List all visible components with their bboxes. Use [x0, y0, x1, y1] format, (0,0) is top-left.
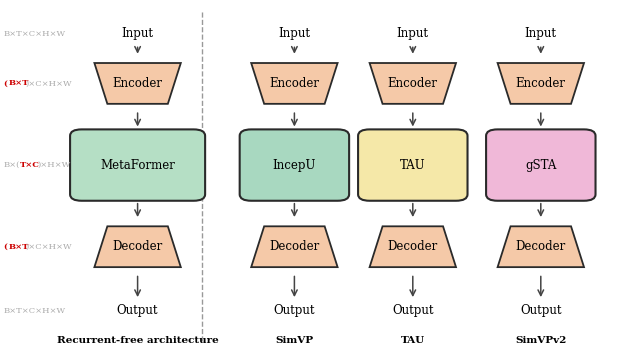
Polygon shape	[370, 63, 456, 104]
Text: )×C×H×W: )×C×H×W	[26, 243, 72, 251]
Text: Encoder: Encoder	[113, 77, 163, 90]
Text: Encoder: Encoder	[388, 77, 438, 90]
Polygon shape	[498, 226, 584, 267]
Text: (: (	[3, 243, 7, 251]
FancyBboxPatch shape	[358, 129, 468, 201]
Polygon shape	[95, 63, 180, 104]
Text: Encoder: Encoder	[516, 77, 566, 90]
Text: )×H×W: )×H×W	[37, 161, 70, 169]
Text: Input: Input	[122, 27, 154, 40]
Text: TAU: TAU	[401, 336, 425, 345]
Text: Recurrent-free architecture: Recurrent-free architecture	[57, 336, 218, 345]
Polygon shape	[370, 226, 456, 267]
Text: B×T×C×H×W: B×T×C×H×W	[3, 307, 65, 315]
FancyBboxPatch shape	[240, 129, 349, 201]
Text: Output: Output	[520, 304, 561, 317]
Text: T×C: T×C	[20, 161, 40, 169]
Text: B×(: B×(	[3, 161, 20, 169]
Text: )×C×H×W: )×C×H×W	[26, 80, 72, 87]
Text: Output: Output	[392, 304, 433, 317]
Polygon shape	[95, 226, 180, 267]
Text: Decoder: Decoder	[388, 240, 438, 253]
Text: SimVPv2: SimVPv2	[515, 336, 566, 345]
Text: Output: Output	[117, 304, 158, 317]
Text: Decoder: Decoder	[113, 240, 163, 253]
Text: Input: Input	[278, 27, 310, 40]
Text: TAU: TAU	[400, 159, 426, 171]
Text: Decoder: Decoder	[516, 240, 566, 253]
Text: Encoder: Encoder	[269, 77, 319, 90]
Text: Input: Input	[397, 27, 429, 40]
Text: IncepU: IncepU	[273, 159, 316, 171]
Text: MetaFormer: MetaFormer	[100, 159, 175, 171]
Polygon shape	[498, 63, 584, 104]
Text: Input: Input	[525, 27, 557, 40]
Text: Decoder: Decoder	[269, 240, 319, 253]
FancyBboxPatch shape	[486, 129, 595, 201]
Text: (: (	[3, 80, 7, 87]
Polygon shape	[252, 63, 338, 104]
Polygon shape	[252, 226, 338, 267]
Text: gSTA: gSTA	[525, 159, 557, 171]
Text: SimVP: SimVP	[275, 336, 314, 345]
Text: B×T: B×T	[9, 80, 29, 87]
Text: B×T: B×T	[9, 243, 29, 251]
FancyBboxPatch shape	[70, 129, 205, 201]
Text: B×T×C×H×W: B×T×C×H×W	[3, 30, 65, 38]
Text: Output: Output	[274, 304, 315, 317]
